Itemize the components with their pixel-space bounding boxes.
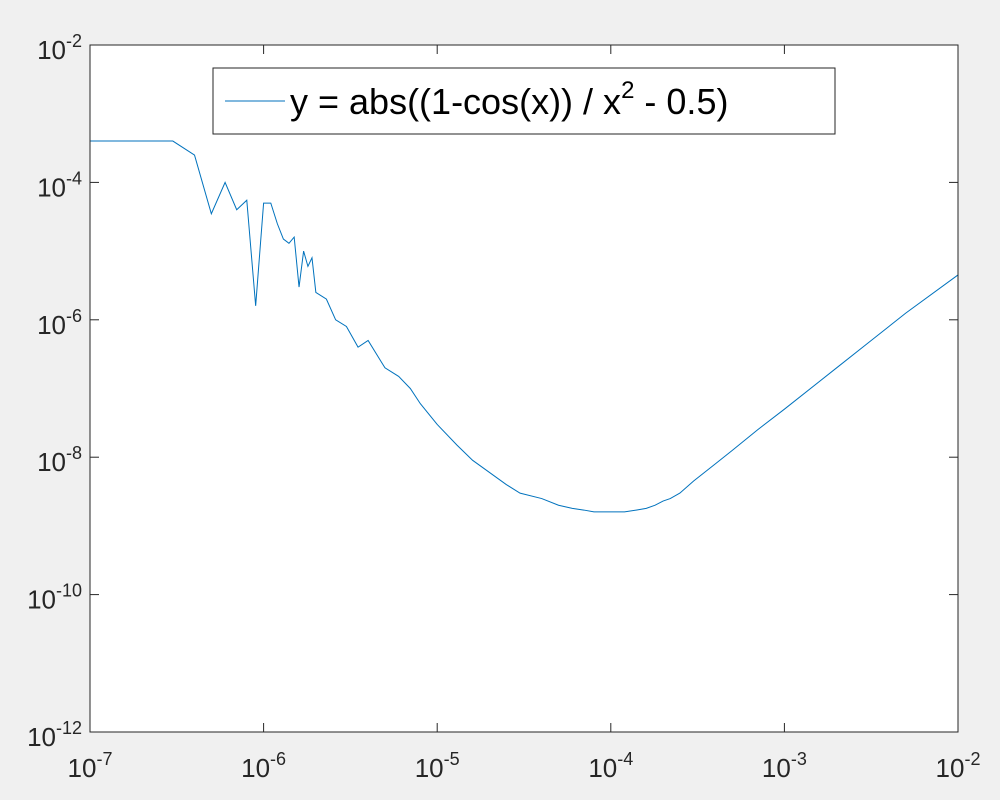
x-tick-label-1-exponent: -6 [270,749,286,769]
y-tick-label-0: 10-12 [27,718,82,752]
series-layer [90,140,959,513]
x-tick-label-5-base: 10 [936,753,965,783]
x-tick-label-4-exponent: -3 [791,749,807,769]
x-tick-label-4-base: 10 [762,753,791,783]
plot-area [90,45,958,732]
series-line [90,140,959,513]
y-tick-label-5-exponent: -2 [66,31,82,51]
x-tick-label-3-base: 10 [588,753,617,783]
y-tick-label-5: 10-2 [37,31,82,65]
x-tick-label-5: 10-2 [936,749,981,783]
legend: y = abs((1-cos(x)) / x2 - 0.5) [212,67,836,135]
y-tick-label-5-base: 10 [37,35,66,65]
y-tick-label-0-base: 10 [27,722,56,752]
x-tick-label-1: 10-6 [241,749,286,783]
x-tick-label-2: 10-5 [415,749,460,783]
x-tick-label-0-exponent: -7 [96,749,112,769]
legend-box [212,67,836,135]
x-tick-label-2-base: 10 [415,753,444,783]
y-tick-label-4-exponent: -4 [66,168,82,188]
x-tick-label-2-exponent: -5 [444,749,460,769]
y-tick-label-4: 10-4 [37,168,82,202]
y-tick-label-4-base: 10 [37,172,66,202]
y-tick-label-2: 10-8 [37,443,82,477]
y-tick-label-2-exponent: -8 [66,443,82,463]
y-tick-label-2-base: 10 [37,447,66,477]
x-tick-label-5-exponent: -2 [964,749,980,769]
x-tick-label-0-base: 10 [68,753,97,783]
x-tick-label-3-exponent: -4 [617,749,633,769]
legend-label-suffix: - 0.5) [634,81,728,122]
y-tick-label-1-exponent: -10 [56,581,82,601]
x-tick-label-0: 10-7 [68,749,113,783]
y-tick-label-0-exponent: -12 [56,718,82,738]
y-tick-label-1: 10-10 [27,581,82,615]
axes-box [89,44,959,733]
legend-label-exponent: 2 [621,77,634,104]
legend-label: y = abs((1-cos(x)) / x2 - 0.5) [290,77,728,122]
x-tick-label-3: 10-4 [588,749,633,783]
legend-label-prefix: y = abs((1-cos(x)) / x [290,81,621,122]
y-tick-label-1-base: 10 [27,585,56,615]
x-tick-label-1-base: 10 [241,753,270,783]
x-tick-labels: 10-7 10-6 10-5 10-4 10-3 10-2 [68,749,981,783]
y-tick-label-3-exponent: -6 [66,306,82,326]
x-tick-label-4: 10-3 [762,749,807,783]
y-tick-label-3: 10-6 [37,306,82,340]
y-tick-label-3-base: 10 [37,310,66,340]
